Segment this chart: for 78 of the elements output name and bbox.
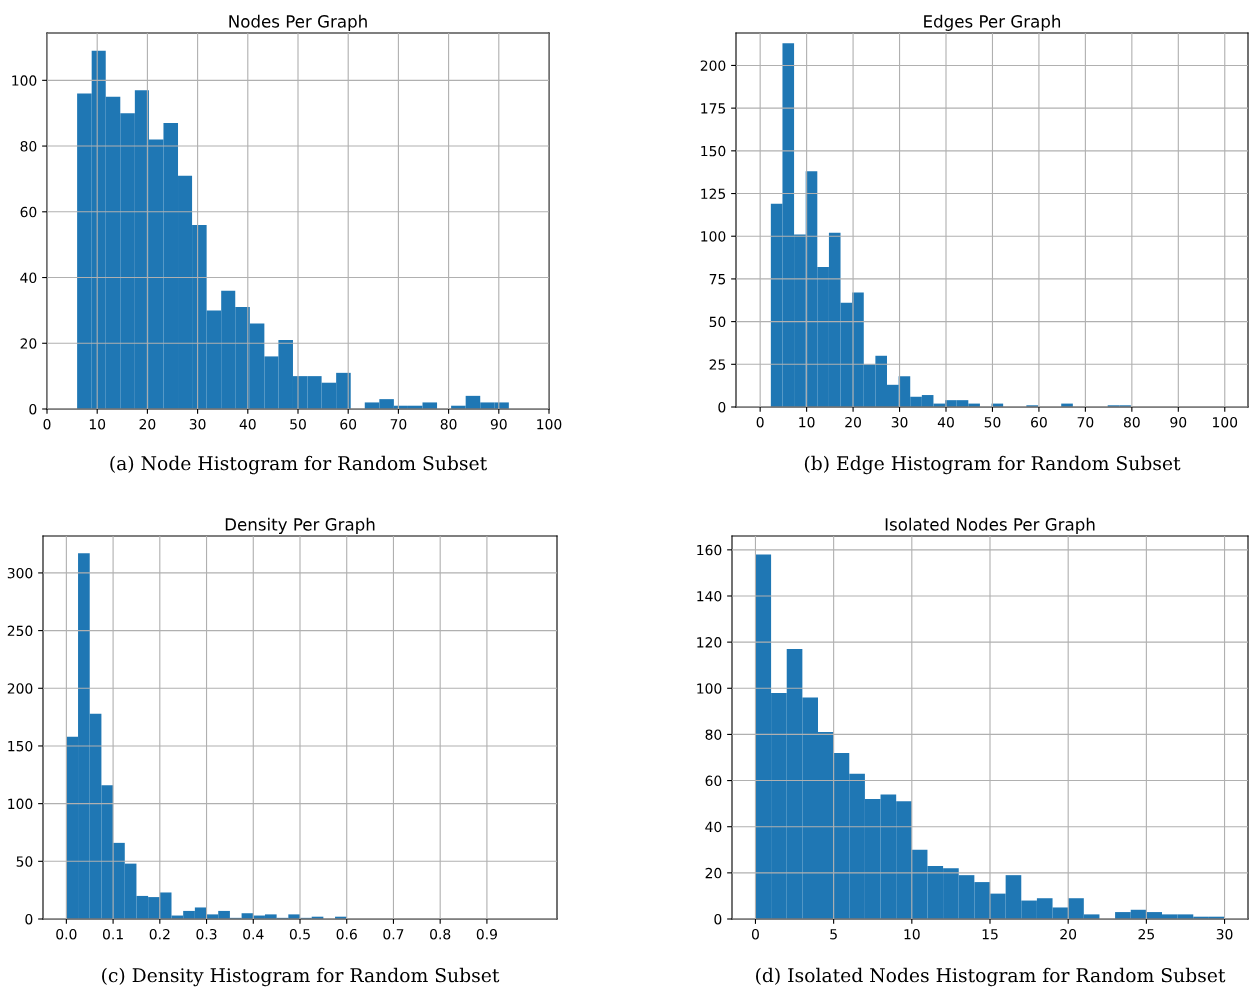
x-tick-label: 100	[1213, 416, 1238, 428]
y-tick-label: 75	[709, 274, 726, 285]
y-tick-label: 80	[705, 729, 722, 740]
x-tick-label: 50	[984, 416, 1001, 428]
x-tick-label: 0.9	[476, 928, 497, 940]
x-tick-label: 0.5	[289, 928, 310, 940]
x-tick-label: 0.1	[102, 928, 123, 940]
y-tick-label: 100	[12, 75, 37, 86]
x-tick-label: 60	[340, 418, 357, 430]
x-tick-label: 30	[1216, 928, 1233, 940]
x-tick-label: 40	[239, 418, 256, 430]
x-tick-label: 20	[139, 418, 156, 430]
chart-title: Edges Per Graph	[924, 14, 1061, 31]
y-tick-label: 0	[29, 403, 37, 415]
text: (c) Density Histogram for Random Subset	[102, 967, 500, 987]
x-tick-label: 100	[537, 418, 562, 430]
y-tick-label: 100	[697, 683, 722, 694]
y-tick-label: 20	[705, 867, 722, 879]
x-tick-label: 40	[937, 416, 954, 428]
y-tick-label: 0	[25, 913, 33, 925]
chart-title: Density Per Graph	[225, 517, 375, 534]
y-tick-label: 160	[697, 544, 722, 556]
y-tick-label: 40	[20, 272, 37, 284]
x-tick-label: 80	[440, 418, 457, 430]
text: (d) Isolated Nodes Histogram for Random Subset	[756, 967, 1226, 987]
x-tick-label: 70	[390, 418, 407, 430]
y-tick-label: 40	[705, 821, 722, 833]
x-tick-label: 5	[830, 929, 837, 940]
y-tick-label: 20	[20, 338, 37, 349]
text: (b) Edge Histogram for Random Subset	[804, 455, 1181, 475]
y-tick-label: 60	[20, 206, 37, 218]
y-tick-label: 60	[705, 775, 722, 787]
y-tick-label: 200	[7, 683, 33, 694]
x-tick-label: 0.6	[336, 928, 357, 940]
x-tick-label: 80	[1123, 416, 1140, 428]
x-tick-label: 0	[756, 416, 764, 428]
x-tick-label: 0	[751, 928, 759, 940]
chart-title: Nodes Per Graph	[229, 14, 367, 31]
x-tick-label: 60	[1031, 416, 1047, 428]
y-tick-label: 50	[16, 856, 33, 867]
x-tick-label: 0	[43, 418, 51, 430]
y-tick-label: 100	[8, 798, 33, 810]
x-tick-label: 0.8	[430, 928, 451, 940]
y-tick-label: 200	[700, 60, 726, 71]
y-tick-label: 125	[701, 188, 726, 199]
y-tick-label: 100	[701, 231, 726, 242]
x-tick-label: 90	[490, 418, 507, 430]
x-tick-label: 70	[1077, 416, 1094, 428]
x-tick-label: 50	[290, 418, 306, 430]
y-tick-label: 175	[701, 103, 726, 114]
x-tick-label: 90	[1170, 416, 1187, 428]
x-tick-label: 10	[904, 928, 920, 940]
chart-title: Isolated Nodes Per Graph	[885, 517, 1095, 534]
y-tick-label: 120	[697, 637, 722, 648]
y-tick-label: 0	[714, 913, 722, 925]
text: (a) Node Histogram for Random Subset	[110, 455, 488, 475]
x-tick-label: 20	[845, 416, 861, 428]
x-tick-label: 0.3	[196, 928, 217, 940]
x-tick-label: 15	[982, 929, 998, 940]
x-tick-label: 0.4	[243, 928, 264, 940]
x-tick-label: 0.7	[383, 928, 404, 940]
y-tick-label: 150	[8, 740, 33, 752]
x-tick-label: 30	[891, 416, 908, 428]
x-tick-label: 0.2	[149, 928, 170, 940]
y-tick-label: 25	[709, 359, 726, 370]
y-tick-label: 250	[7, 625, 33, 637]
y-tick-label: 80	[20, 141, 37, 152]
y-tick-label: 150	[701, 145, 726, 157]
y-tick-label: 0	[718, 401, 726, 413]
x-tick-label: 10	[89, 418, 106, 430]
x-tick-label: 10	[799, 416, 815, 428]
x-tick-label: 25	[1138, 928, 1154, 940]
x-tick-label: 0.0	[56, 928, 77, 940]
y-tick-label: 50	[709, 316, 726, 328]
x-tick-label: 20	[1060, 928, 1077, 940]
x-tick-label: 30	[189, 418, 206, 430]
y-tick-label: 140	[697, 590, 722, 602]
y-tick-label: 300	[7, 567, 33, 579]
